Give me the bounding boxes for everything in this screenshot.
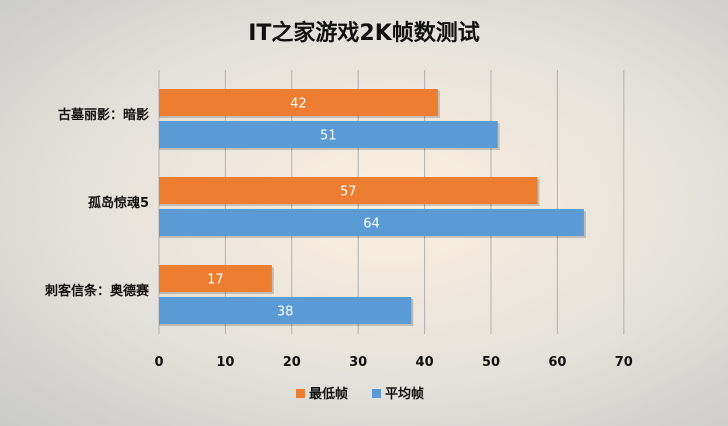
x-tick-label: 60 xyxy=(548,355,566,370)
legend-swatch xyxy=(372,389,381,398)
x-axis-tick-labels: 0 10 20 30 40 50 60 70 xyxy=(154,355,632,370)
category-label: 古墓丽影：暗影 xyxy=(58,107,149,123)
legend: 最低帧 平均帧 xyxy=(296,386,424,402)
x-tick-label: 0 xyxy=(154,355,163,370)
category-label: 孤岛惊魂5 xyxy=(88,195,149,211)
data-label: 57 xyxy=(340,185,357,200)
x-tick-label: 40 xyxy=(416,355,434,370)
category-label: 刺客信条：奥德赛 xyxy=(45,283,150,299)
x-tick-label: 50 xyxy=(482,355,500,370)
data-label: 38 xyxy=(277,305,294,320)
bar xyxy=(159,209,584,236)
data-label: 42 xyxy=(290,97,307,112)
bar xyxy=(159,265,272,292)
x-tick-label: 70 xyxy=(615,355,633,370)
x-tick-label: 30 xyxy=(349,355,367,370)
x-tick-label: 10 xyxy=(216,355,234,370)
data-label: 51 xyxy=(320,129,337,144)
x-tick-label: 20 xyxy=(283,355,301,370)
legend-label: 最低帧 xyxy=(309,386,348,402)
bar xyxy=(159,297,412,324)
data-label: 17 xyxy=(207,273,224,288)
bar xyxy=(159,177,538,204)
legend-label: 平均帧 xyxy=(385,386,424,402)
data-label: 64 xyxy=(363,217,380,232)
chart-title: IT之家游戏2K帧数测试 xyxy=(248,20,480,46)
bar xyxy=(159,121,498,148)
bar xyxy=(159,89,438,116)
legend-swatch xyxy=(296,389,305,398)
bars: 42 51 57 64 17 38 xyxy=(159,89,586,326)
